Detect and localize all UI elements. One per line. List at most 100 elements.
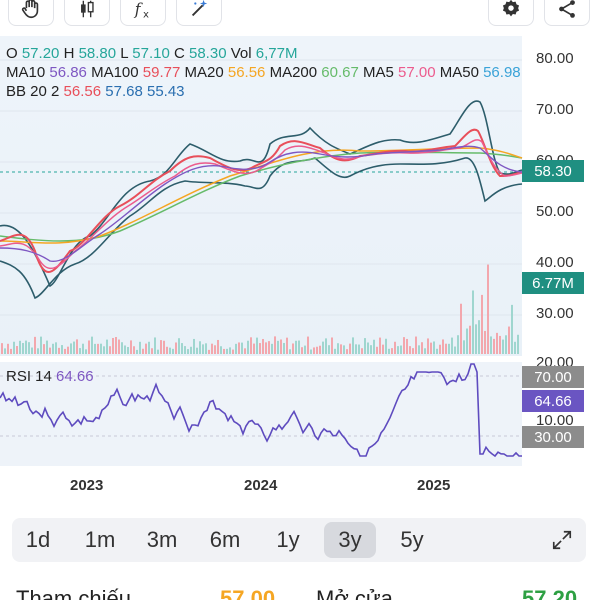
y-tick: 50.00 — [536, 203, 574, 220]
ma100-value: 59.77 — [142, 64, 181, 81]
volume-bar — [25, 340, 27, 354]
volume-bar — [511, 304, 513, 354]
close-value: 58.30 — [189, 45, 227, 62]
reference-label: Tham chiếu — [16, 586, 131, 600]
volume-bar — [160, 340, 162, 354]
volume-value: 6,77M — [255, 45, 298, 62]
ma5-label: MA5 — [363, 64, 394, 81]
drawing-tools-button[interactable] — [176, 0, 222, 26]
volume-bar — [10, 348, 12, 354]
expand-icon — [552, 530, 572, 550]
high-label: H — [63, 45, 75, 62]
ma5-line — [0, 139, 523, 270]
volume-bar — [403, 337, 405, 354]
price-pane[interactable] — [0, 36, 522, 356]
volume-bar — [223, 348, 225, 354]
volume-bar — [493, 338, 495, 354]
volume-bar — [37, 348, 39, 354]
volume-bar — [196, 347, 198, 354]
period-5y[interactable]: 5y — [400, 527, 424, 552]
volume-bar — [178, 338, 180, 354]
volume-bar — [496, 332, 498, 354]
ma10-line — [0, 145, 523, 262]
volume-bar — [340, 344, 342, 354]
volume-bar — [109, 346, 111, 354]
chart-type-button[interactable] — [64, 0, 110, 26]
volume-bar — [463, 340, 465, 354]
volume-bar — [4, 348, 6, 354]
share-button[interactable] — [544, 0, 590, 26]
volume-bar — [220, 346, 222, 354]
volume-bar — [214, 345, 216, 354]
volume-bar — [121, 342, 123, 354]
volume-bar — [322, 341, 324, 354]
bb-value-2: 57.68 — [105, 83, 143, 100]
hand-pan-button[interactable] — [8, 0, 54, 26]
volume-bar — [283, 342, 285, 354]
volume-bar — [421, 342, 423, 354]
magic-wand-icon — [191, 0, 208, 17]
volume-bar — [475, 324, 477, 354]
x-tick: 2024 — [244, 477, 278, 494]
period-1y[interactable]: 1y — [276, 527, 300, 552]
volume-bar — [136, 349, 138, 354]
volume-bar — [352, 337, 354, 354]
period-3m[interactable]: 3m — [146, 527, 178, 552]
volume-bar — [442, 339, 444, 354]
volume-bar — [301, 347, 303, 354]
volume-bar — [7, 343, 9, 354]
bb-value-3: 55.43 — [146, 83, 185, 100]
volume-bar — [508, 326, 510, 354]
period-1m[interactable]: 1m — [84, 527, 116, 552]
volume-bar — [118, 339, 120, 354]
volume-bar — [370, 345, 372, 354]
volume-bar — [337, 343, 339, 354]
volume-bar — [97, 343, 99, 354]
volume-bar — [43, 344, 45, 354]
volume-bar — [460, 303, 462, 354]
volume-bar — [415, 336, 417, 354]
fullscreen-button[interactable] — [546, 524, 578, 556]
volume-bar — [76, 339, 78, 354]
period-6m[interactable]: 6m — [209, 527, 241, 552]
period-3y[interactable]: 3y — [324, 522, 376, 558]
volume-bar — [250, 337, 252, 354]
volume-bar — [193, 338, 195, 354]
stock-chart[interactable]: O 57.20 H 58.80 L 57.10 C 58.30 Vol 6,77… — [0, 36, 600, 466]
volume-bar — [46, 340, 48, 354]
ma5-value: 57.00 — [398, 64, 436, 81]
volume-bar — [205, 343, 207, 354]
volume-bar — [61, 345, 63, 354]
volume-bar — [256, 337, 258, 354]
volume-label: Vol — [230, 45, 252, 62]
volume-bar — [154, 337, 156, 354]
current-price-badge: 58.30 — [522, 160, 584, 182]
ma200-label: MA200 — [269, 64, 318, 81]
settings-button[interactable] — [488, 0, 534, 26]
volume-bar — [127, 346, 129, 354]
period-1d[interactable]: 1d — [25, 527, 51, 552]
volume-bar — [457, 335, 459, 354]
volume-bar — [454, 346, 456, 354]
low-label: L — [120, 45, 129, 62]
volume-bar — [211, 343, 213, 354]
ma10-label: MA10 — [6, 64, 46, 81]
volume-bar — [307, 336, 309, 354]
close-label: C — [173, 45, 185, 62]
rsi-pane[interactable] — [0, 362, 522, 466]
volume-bar — [88, 340, 90, 354]
high-value: 58.80 — [78, 45, 117, 62]
rsi-value-badge: 64.66 — [522, 390, 584, 412]
volume-bar — [445, 343, 447, 354]
x-tick: 2025 — [417, 477, 451, 494]
volume-bar — [325, 338, 327, 354]
volume-bar — [238, 342, 240, 354]
volume-bar — [418, 345, 420, 354]
volume-bar — [280, 339, 282, 354]
volume-bar — [235, 343, 237, 354]
ma50-label: MA50 — [439, 64, 479, 81]
settings-icon — [502, 0, 520, 17]
